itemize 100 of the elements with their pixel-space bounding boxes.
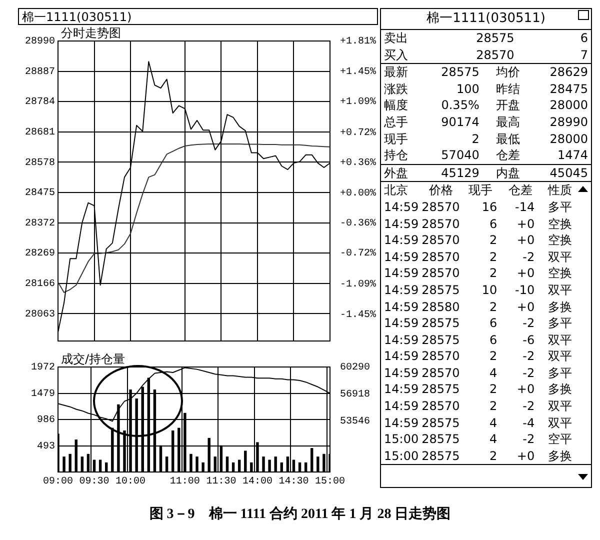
text: 多换 xyxy=(547,448,573,464)
text: 现手 xyxy=(468,182,494,199)
text: 14:59 xyxy=(383,381,420,398)
text: 最低 xyxy=(495,130,522,148)
text: -2 xyxy=(522,431,536,448)
text: 多平 xyxy=(547,315,573,332)
text: 28570 xyxy=(422,265,461,282)
text: 4 xyxy=(488,414,498,432)
text: 多换 xyxy=(547,298,573,316)
text: 性质 xyxy=(546,182,574,199)
text: +0 xyxy=(516,381,536,398)
text: 14:59 xyxy=(383,315,420,332)
text: 2 xyxy=(488,348,498,365)
text: 卖出 xyxy=(383,30,409,47)
text: 28575 xyxy=(475,30,516,47)
text: 28575 xyxy=(422,381,461,398)
text: 仓差 xyxy=(507,182,534,199)
text: 棉一1111(030511) xyxy=(381,9,591,30)
text: 14:59 xyxy=(383,198,420,216)
x-tick-label: 10:00 xyxy=(116,476,146,488)
y2-tick-label: -0.36% xyxy=(340,218,376,230)
y2-tick-label: +0.00% xyxy=(340,188,376,200)
text: -14 xyxy=(514,198,536,216)
y2-tick-label: +0.36% xyxy=(340,158,376,170)
text: 14:59 xyxy=(383,232,420,249)
text: 最新 xyxy=(383,64,409,81)
text: 28990 xyxy=(548,114,589,131)
y-tick-label: 28681 xyxy=(24,128,55,139)
text: 双平 xyxy=(547,348,573,365)
text: 幅度 xyxy=(383,97,409,114)
text: 28575 xyxy=(422,414,461,432)
text: 14:59 xyxy=(383,298,420,316)
text: 2 xyxy=(488,381,498,398)
y-tick-label: 28269 xyxy=(24,248,55,260)
y2-tick-label: -0.72% xyxy=(340,248,376,260)
y-tick-label: 493 xyxy=(36,441,55,452)
text: 28575 xyxy=(422,282,461,298)
y2-tick-label: -1.09% xyxy=(340,280,376,291)
y2-tick-label: +1.45% xyxy=(340,66,376,78)
text: 双平 xyxy=(547,414,573,432)
text: 14:59 xyxy=(383,414,420,432)
y2-tick-label: 53546 xyxy=(340,416,370,428)
y-tick-label: 28166 xyxy=(24,278,55,290)
text: 6 xyxy=(488,315,498,332)
text: 28575 xyxy=(422,315,461,332)
y-tick-label: 28372 xyxy=(24,218,55,230)
text: 最高 xyxy=(495,114,522,131)
text: 28575 xyxy=(440,64,480,81)
text: 双平 xyxy=(547,248,573,266)
text: 双平 xyxy=(547,398,573,415)
text: 16 xyxy=(480,198,498,216)
text: -4 xyxy=(522,414,536,432)
x-tick-label: 14:00 xyxy=(242,476,272,488)
text: 1474 xyxy=(556,147,589,164)
text: 空换 xyxy=(547,216,573,232)
text: 0.35% xyxy=(440,97,480,114)
text: 28000 xyxy=(548,130,589,148)
text: +0 xyxy=(516,298,536,316)
text: -2 xyxy=(522,248,536,266)
y2-tick-label: 56918 xyxy=(340,390,370,401)
text: 28570 xyxy=(475,46,516,64)
text: 2 xyxy=(488,398,498,415)
text: 空换 xyxy=(547,232,573,249)
text: 总手 xyxy=(383,114,409,131)
text: 14:59 xyxy=(383,348,420,365)
text: 28475 xyxy=(548,80,589,98)
text: 28575 xyxy=(422,332,461,348)
text: 内盘 xyxy=(495,164,522,182)
y2-tick-label: +0.72% xyxy=(340,128,376,139)
text: 15:00 xyxy=(383,431,420,448)
text: 100 xyxy=(455,80,480,98)
text: 14:59 xyxy=(383,332,420,348)
text: 双平 xyxy=(547,332,573,348)
chart-title: 分时走势图 xyxy=(61,26,121,40)
text: -10 xyxy=(514,282,536,298)
text: 多平 xyxy=(547,364,573,382)
text: 棉一1111(030511) xyxy=(18,8,378,25)
text: 2 xyxy=(488,298,498,316)
text: 90174 xyxy=(440,114,480,131)
text: -2 xyxy=(522,315,536,332)
text: -2 xyxy=(522,398,536,415)
text: 6 xyxy=(488,216,498,232)
x-tick-label: 15:00 xyxy=(314,476,346,488)
text: 4 xyxy=(488,431,498,448)
text: 2 xyxy=(488,448,498,464)
text: 价格 xyxy=(428,182,454,199)
x-tick-label: 09:00 xyxy=(42,476,74,488)
x-tick-label: 11:00 xyxy=(170,476,200,488)
text: 4 xyxy=(488,364,498,382)
text: 仓差 xyxy=(495,147,522,164)
text: 2 xyxy=(470,130,480,148)
text: 28570 xyxy=(422,198,461,216)
y2-tick-label: +1.81% xyxy=(340,36,376,48)
text: 57040 xyxy=(440,147,480,164)
text: 28570 xyxy=(422,248,461,266)
text: +0 xyxy=(516,448,536,464)
text: -6 xyxy=(522,332,536,348)
text: 2 xyxy=(488,232,498,249)
y2-tick-label: -1.45% xyxy=(340,310,376,321)
text: +0 xyxy=(516,232,536,249)
